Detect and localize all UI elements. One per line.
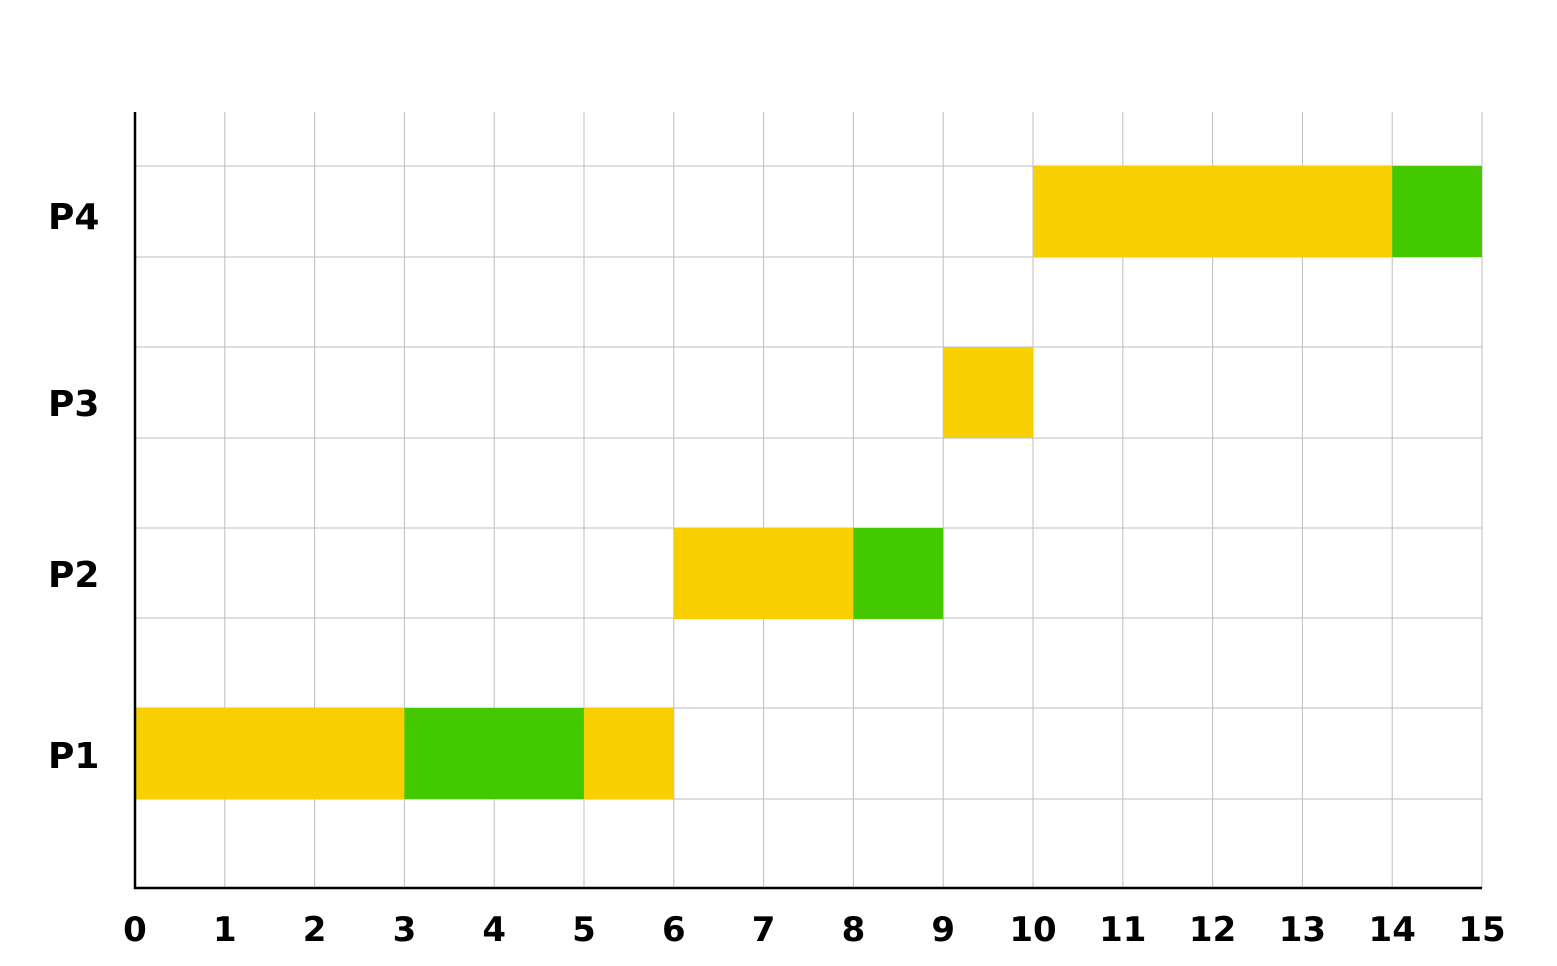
- bar-p3-9-10: [943, 347, 1033, 438]
- x-tick-label: 4: [482, 910, 506, 950]
- bar-p1-0-3: [135, 708, 405, 799]
- x-tick-label: 15: [1458, 910, 1505, 950]
- x-tick-label: 7: [752, 910, 776, 950]
- x-tick-label: 2: [303, 910, 327, 950]
- x-tick-label: 0: [123, 910, 147, 950]
- axes: [133, 112, 1482, 890]
- x-tick-label: 11: [1099, 910, 1146, 950]
- x-tick-label: 9: [931, 910, 955, 950]
- x-tick-label: 14: [1369, 910, 1416, 950]
- bar-p2-8-9: [853, 528, 944, 619]
- bars: [135, 166, 1482, 799]
- row-label-p2: P2: [48, 555, 99, 596]
- x-tick-label: 13: [1279, 910, 1326, 950]
- row-label-p1: P1: [48, 736, 99, 777]
- row-label-p3: P3: [48, 384, 99, 425]
- x-tick-label: 10: [1009, 910, 1056, 950]
- bar-p4-14-15: [1392, 166, 1482, 257]
- x-tick-labels: 0 1 2 3 4 5 6 7 8 9 10 11 12 13 14 15: [123, 910, 1506, 950]
- x-tick-label: 3: [393, 910, 417, 950]
- x-tick-label: 8: [842, 910, 866, 950]
- x-tick-label: 6: [662, 910, 686, 950]
- bar-p1-5-6: [584, 708, 674, 799]
- x-tick-label: 5: [572, 910, 596, 950]
- bar-p2-6-8: [673, 528, 854, 619]
- row-label-p4: P4: [48, 197, 99, 238]
- x-tick-label: 1: [213, 910, 237, 950]
- bar-p1-3-5: [404, 708, 584, 799]
- row-labels: P1 P2 P3 P4: [48, 197, 99, 777]
- x-tick-label: 12: [1189, 910, 1236, 950]
- bar-p4-10-14: [1033, 166, 1393, 257]
